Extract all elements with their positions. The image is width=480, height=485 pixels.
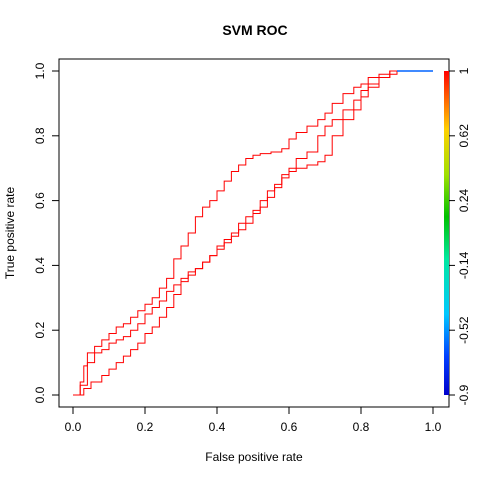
- y-tick-label: 0.6: [33, 192, 47, 209]
- x-tick-label: 0.2: [137, 420, 154, 434]
- colorbar-tick-label: -0.14: [457, 251, 471, 279]
- x-axis: 0.0 0.2 0.4 0.6 0.8 1.0: [65, 406, 442, 434]
- colorbar-tick-label: 1: [457, 67, 471, 74]
- x-tick-label: 0.8: [353, 420, 370, 434]
- colorbar-tick-label: -0.9: [457, 384, 471, 405]
- x-tick-label: 0.6: [281, 420, 298, 434]
- x-axis-label: False positive rate: [205, 450, 303, 464]
- y-tick-label: 0.8: [33, 127, 47, 144]
- roc-curve-2: [73, 70, 433, 396]
- roc-curve-1: [73, 70, 433, 396]
- y-tick-label: 0.2: [33, 322, 47, 339]
- plot-frame: [58, 58, 450, 408]
- y-axis: 0.0 0.2 0.4 0.6 0.8 1.0: [33, 62, 60, 403]
- colorbar-tick-label: 0.24: [457, 189, 471, 213]
- chart-title: SVM ROC: [222, 22, 287, 38]
- y-tick-label: 1.0: [33, 62, 47, 79]
- x-tick-label: 0.4: [209, 420, 226, 434]
- y-tick-label: 0.4: [33, 257, 47, 274]
- colorbar-tick-label: 0.62: [457, 124, 471, 148]
- y-axis-label: True positive rate: [3, 187, 17, 280]
- x-tick-label: 0.0: [65, 420, 82, 434]
- colorbar-tick-label: -0.52: [457, 316, 471, 344]
- colorbar: 1 0.62 0.24 -0.14 -0.52 -0.9: [444, 67, 471, 405]
- y-tick-label: 0.0: [33, 386, 47, 403]
- colorbar-gradient: [444, 71, 449, 395]
- x-tick-label: 1.0: [425, 420, 442, 434]
- series-layer: [73, 70, 433, 396]
- roc-curve-3: [73, 70, 433, 396]
